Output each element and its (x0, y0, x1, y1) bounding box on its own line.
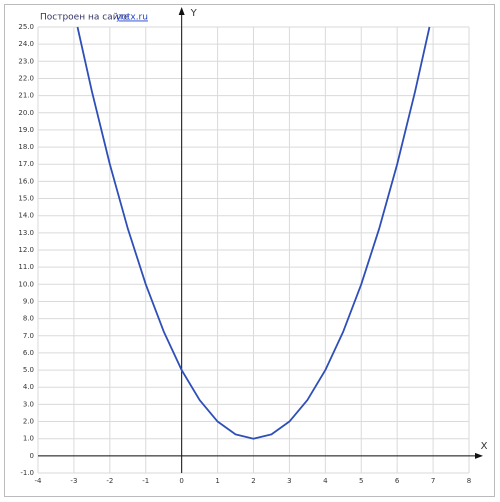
x-axis-label: X (481, 441, 488, 452)
y-tick-label: 8.0 (23, 315, 34, 323)
y-tick-label: 18.0 (18, 143, 34, 151)
annotation: Построен на сайте (40, 13, 130, 23)
x-tick-label: 7 (431, 477, 435, 485)
curve (76, 26, 431, 440)
y-tick-label: 17.0 (18, 160, 34, 168)
y-tick-label: 14.0 (18, 212, 34, 220)
y-tick-label: 4.0 (23, 383, 34, 391)
x-tick-label: 8 (467, 477, 471, 485)
y-tick-label: 25.0 (18, 23, 34, 31)
x-tick-label: 4 (323, 477, 328, 485)
y-tick-label: 10.0 (18, 280, 34, 288)
x-tick-label: -3 (70, 477, 77, 485)
y-tick-label: 13.0 (18, 229, 34, 237)
y-axis-label: Y (190, 8, 198, 19)
x-tick-label: -4 (35, 477, 43, 485)
y-axis-arrow (178, 7, 185, 15)
y-tick-label: 15.0 (18, 195, 34, 203)
y-tick-label: 3.0 (23, 400, 34, 408)
x-tick-label: 1 (215, 477, 219, 485)
y-tick-label: 2.0 (23, 418, 34, 426)
y-tick-label: 22.0 (18, 74, 34, 82)
y-tick-label: 20.0 (18, 109, 34, 117)
x-tick-label: -2 (106, 477, 113, 485)
x-tick-label: 5 (359, 477, 363, 485)
x-axis-arrow (475, 452, 483, 459)
x-tick-label: 2 (251, 477, 255, 485)
y-tick-label: 6.0 (23, 349, 34, 357)
y-tick-label: -1.0 (20, 469, 34, 477)
y-tick-label: 11.0 (18, 263, 34, 271)
y-tick-label: 7.0 (23, 332, 34, 340)
x-tick-label: 0 (179, 477, 183, 485)
x-tick-label: 6 (395, 477, 400, 485)
x-tick-label: 3 (287, 477, 291, 485)
y-tick-label: 0 (30, 452, 34, 460)
y-tick-label: 21.0 (18, 92, 34, 100)
y-tick-label: 19.0 (18, 126, 34, 134)
site-link[interactable]: yotx.ru (116, 13, 148, 23)
y-tick-label: 1.0 (23, 435, 34, 443)
y-tick-label: 5.0 (23, 366, 34, 374)
y-tick-label: 23.0 (18, 57, 34, 65)
x-tick-label: -1 (142, 477, 149, 485)
y-tick-label: 12.0 (18, 246, 34, 254)
y-tick-label: 24.0 (18, 40, 34, 48)
y-tick-label: 9.0 (23, 297, 34, 305)
y-tick-label: 16.0 (18, 177, 34, 185)
